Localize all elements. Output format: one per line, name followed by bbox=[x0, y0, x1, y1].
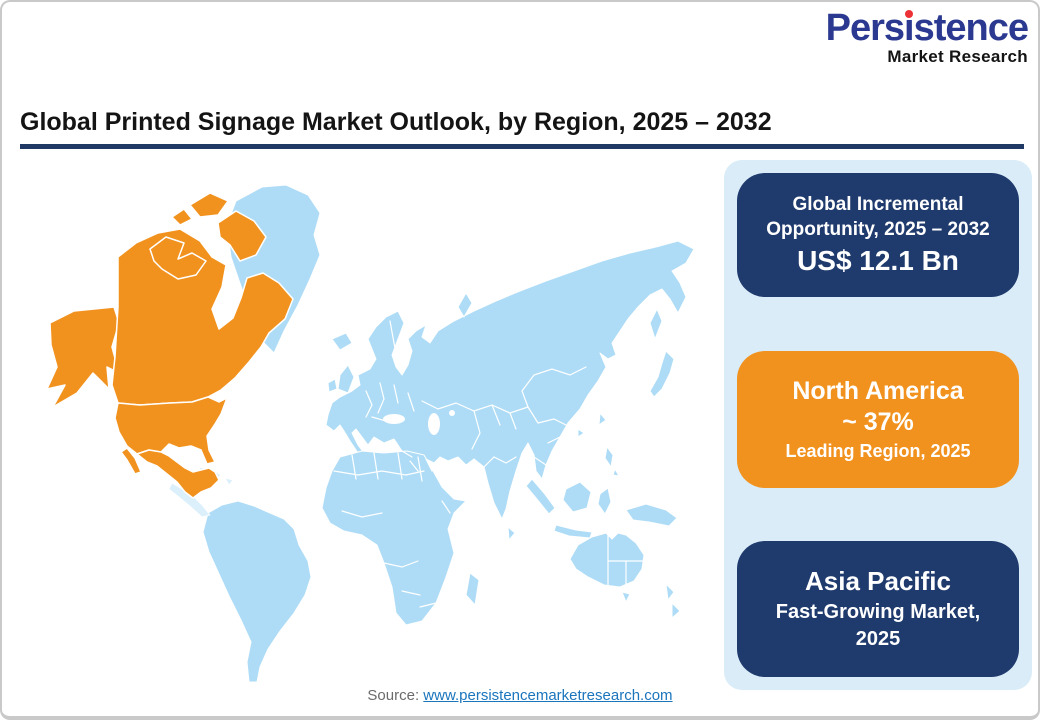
map-country-borders bbox=[333, 320, 644, 608]
north-america-subtitle: Leading Region, 2025 bbox=[785, 441, 971, 462]
source-link[interactable]: www.persistencemarketresearch.com bbox=[423, 687, 673, 704]
africa-shape bbox=[321, 450, 467, 626]
arctic-islands-shape bbox=[189, 192, 229, 218]
brand-logo: Persistence Market Research bbox=[825, 7, 1029, 67]
japan-shape bbox=[649, 350, 675, 398]
australia-shape bbox=[569, 532, 645, 588]
north-america-share: ~ 37% bbox=[842, 408, 914, 436]
south-america-shape bbox=[202, 500, 312, 683]
title-underline bbox=[20, 144, 1024, 149]
asia-pacific-subtitle: Fast-Growing Market, 2025 bbox=[775, 601, 981, 651]
baja-shape bbox=[120, 447, 142, 475]
mexico-shape bbox=[136, 449, 220, 499]
north-america-title: North America bbox=[792, 376, 964, 405]
arctic-islands-shape bbox=[217, 210, 267, 262]
madagascar-shape bbox=[465, 572, 480, 606]
global-opportunity-period: Opportunity, 2025 – 2032 bbox=[766, 218, 990, 240]
source-label: Source: bbox=[367, 687, 420, 704]
brand-name: Persistence bbox=[825, 7, 1029, 50]
brand-name-part: stence bbox=[913, 7, 1029, 49]
global-opportunity-label: Global Incremental bbox=[792, 193, 964, 215]
card-asia-pacific: Asia Pacific Fast-Growing Market, 2025 bbox=[737, 541, 1019, 677]
stats-panel: Global Incremental Opportunity, 2025 – 2… bbox=[724, 160, 1032, 690]
global-opportunity-value: US$ 12.1 Bn bbox=[797, 245, 959, 277]
arctic-islands-shape bbox=[171, 208, 193, 226]
alaska-shape bbox=[46, 306, 120, 408]
region-north-america bbox=[46, 192, 294, 499]
world-map bbox=[46, 184, 695, 683]
brand-tagline: Market Research bbox=[887, 46, 1028, 66]
canada-shape bbox=[111, 228, 294, 406]
card-global-incremental: Global Incremental Opportunity, 2025 – 2… bbox=[737, 173, 1019, 297]
brand-i-red-dot-icon: i bbox=[904, 7, 915, 49]
asia-pacific-title: Asia Pacific bbox=[805, 565, 951, 596]
arctic-islands-shape bbox=[149, 236, 207, 280]
brand-name-part: Pers bbox=[825, 7, 905, 49]
card-north-america: North America ~ 37% Leading Region, 2025 bbox=[737, 350, 1019, 488]
source-note: Source: www.persistencemarketresearch.co… bbox=[2, 687, 1038, 704]
map-world-land bbox=[202, 184, 695, 683]
page-title: Global Printed Signage Market Outlook, b… bbox=[20, 108, 772, 136]
usa-shape bbox=[114, 396, 228, 465]
